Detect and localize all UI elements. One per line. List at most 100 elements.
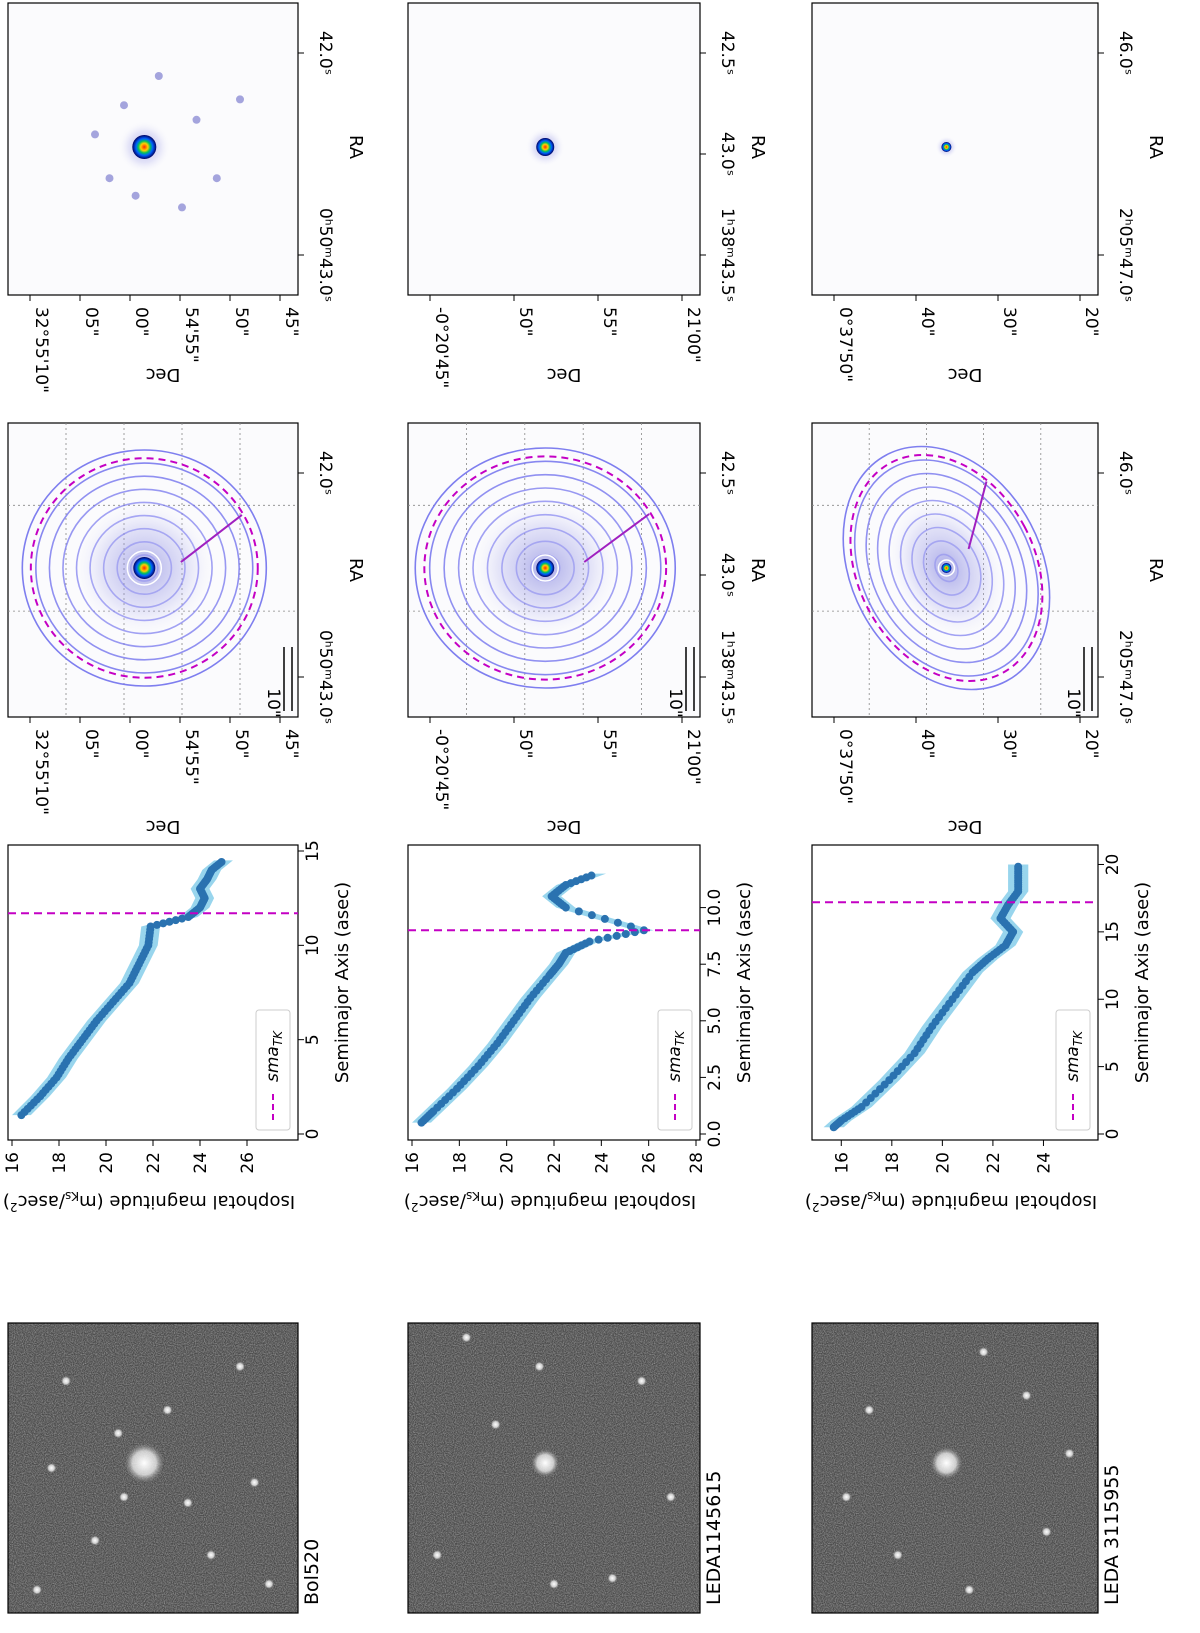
mag-tick-label: 20 — [97, 1152, 117, 1174]
ra-tick-label: 0ʰ50ᵐ43.0ˢ — [315, 630, 335, 724]
profile-point — [159, 919, 168, 928]
legend-box — [657, 1009, 693, 1131]
sma-tick-label: 5 — [303, 1034, 323, 1045]
field-star — [432, 1550, 443, 1560]
ra-axis-label: RA — [345, 135, 366, 160]
thumbnail-frame — [407, 1322, 701, 1614]
field-star — [490, 1419, 501, 1430]
ra-tick-label: 46.0ˢ — [1115, 31, 1135, 75]
inner-isophote — [937, 559, 956, 577]
dec-tick-label: 32°55'10" — [31, 729, 51, 815]
mag-label-sub: Ks — [867, 1189, 881, 1203]
dec-axis-label: Dec — [146, 364, 181, 385]
legend-label-main: sma — [263, 1046, 283, 1082]
ra-tick-label: 42.5ˢ — [717, 31, 737, 75]
isophote-ellipse — [876, 486, 1017, 650]
field-star — [264, 1579, 274, 1589]
isophote-ellipse — [75, 501, 213, 635]
scale-bar-label: 10" — [1063, 688, 1083, 717]
mag-tick-label: 28 — [687, 1152, 707, 1174]
galaxy — [930, 1447, 963, 1479]
profile-point — [621, 930, 630, 939]
sma-tick-label: 15 — [303, 840, 323, 862]
mag-label-sup: 2 — [411, 1200, 419, 1214]
legend: smaTK — [1055, 1009, 1091, 1131]
model-core — [941, 563, 952, 573]
isophote-ellipse — [116, 540, 173, 596]
profile-point — [152, 920, 161, 929]
dec-tick-label: 54'55" — [181, 729, 201, 785]
sma-tick-label: 10.0 — [705, 889, 725, 927]
profile-point — [177, 914, 186, 923]
faint-source — [236, 95, 244, 104]
mag-label-part: ) — [404, 1191, 411, 1212]
mag-label-part: /asec — [419, 1191, 466, 1212]
model-panel: 10" 32°55'10" 05" 00" 54'55" 50" 45" 0ʰ50ᵐ43.0ˢ… — [7, 422, 366, 815]
field-star — [978, 1347, 989, 1357]
faint-source — [120, 101, 128, 110]
thumbnail-frame — [7, 1322, 299, 1614]
mag-tick-label: 26 — [640, 1152, 660, 1174]
isophote-ellipse — [457, 487, 633, 649]
field-star — [206, 1550, 216, 1560]
position-angle-line — [583, 513, 650, 563]
sma-tick-label: 5.0 — [705, 1007, 725, 1034]
dec-tick-label: 50" — [515, 307, 535, 336]
isophote-ellipse — [911, 526, 982, 610]
sma-tick-label: 0 — [1103, 1129, 1123, 1140]
isophote-ellipse — [48, 475, 240, 661]
position-angle-line — [967, 481, 988, 550]
dec-tick-label: -0°20'45" — [431, 729, 451, 810]
profile-point — [612, 931, 621, 940]
sma-tk-ellipse — [29, 457, 259, 679]
ra-axis-label: RA — [747, 135, 768, 160]
dec-tick-label: 05" — [81, 307, 101, 336]
model-panel: 10" -0°20'45" 50" 55" 21'00" 1ʰ38ᵐ43.5ˢ 43.0ˢ 4… — [407, 422, 768, 810]
dec-tick-label: 32°55'10" — [31, 307, 51, 393]
dec-tick-label: 30" — [999, 729, 1019, 758]
mag-axis-label: Isophotal magnitude (mKs/asec2) — [3, 1189, 295, 1214]
dec-tick-label: 0°37'50" — [835, 307, 855, 382]
sma-axis-label: Semimajor Axis (asec) — [734, 882, 755, 1083]
sma-tk-ellipse — [849, 454, 1044, 682]
mag-label-sup: 2 — [10, 1200, 18, 1214]
dec-axis-label: Dec — [547, 364, 582, 385]
field-star — [549, 1579, 559, 1589]
legend-box — [1055, 1009, 1091, 1131]
thumbnail-panel: LEDA 3115955 — [811, 1322, 1123, 1614]
isophote-ellipse — [62, 488, 227, 648]
dec-tick-label: 50" — [515, 729, 535, 758]
mag-tick-label: 22 — [984, 1152, 1004, 1174]
field-star — [162, 1405, 173, 1415]
mag-tick-label: 22 — [144, 1152, 164, 1174]
ra-tick-label: 1ʰ38ᵐ43.5ˢ — [717, 208, 737, 302]
galaxy-row-1: -0°20'45" 50" 55" 21'00" 1ʰ38ᵐ43.5ˢ 43.0ˢ 42.5… — [403, 2, 768, 1614]
isophote-ellipse — [35, 462, 254, 674]
map-panel: 0°37'50" 40" 30" 20" 2ʰ05ᵐ47.0ˢ 46.0ˢ RA — [811, 2, 1166, 382]
isophote-ellipse — [515, 540, 575, 596]
sma-tick-label: 10 — [303, 935, 323, 957]
mag-label-sub: Ks — [65, 1189, 79, 1203]
dec-tick-label: 20" — [1081, 307, 1101, 336]
mag-tick-label: 24 — [592, 1152, 612, 1174]
sma-tick-label: 0.0 — [705, 1120, 725, 1147]
mag-tick-label: 20 — [498, 1152, 518, 1174]
galaxy-name: LEDA 3115955 — [1101, 1464, 1123, 1605]
map-frame — [811, 2, 1099, 296]
mag-tick-label: 16 — [403, 1152, 423, 1174]
field-star — [841, 1492, 852, 1502]
mag-label-part: Isophotal magnitude (m — [480, 1191, 696, 1212]
ra-tick-label: 43.0ˢ — [717, 553, 737, 597]
isophote-ellipse — [842, 445, 1051, 691]
sma-axis-label: Semimajor Axis (asec) — [332, 882, 353, 1083]
map-panel: -0°20'45" 50" 55" 21'00" 1ʰ38ᵐ43.5ˢ 43.0ˢ 42.5… — [407, 2, 768, 388]
source-core — [536, 138, 555, 156]
mag-tick-label: 26 — [238, 1152, 258, 1174]
field-star — [636, 1376, 647, 1386]
galaxy — [531, 1449, 560, 1477]
dec-tick-label: 20" — [1081, 729, 1101, 758]
galaxy-name: LEDA1145615 — [703, 1470, 725, 1605]
faint-source — [178, 203, 186, 212]
